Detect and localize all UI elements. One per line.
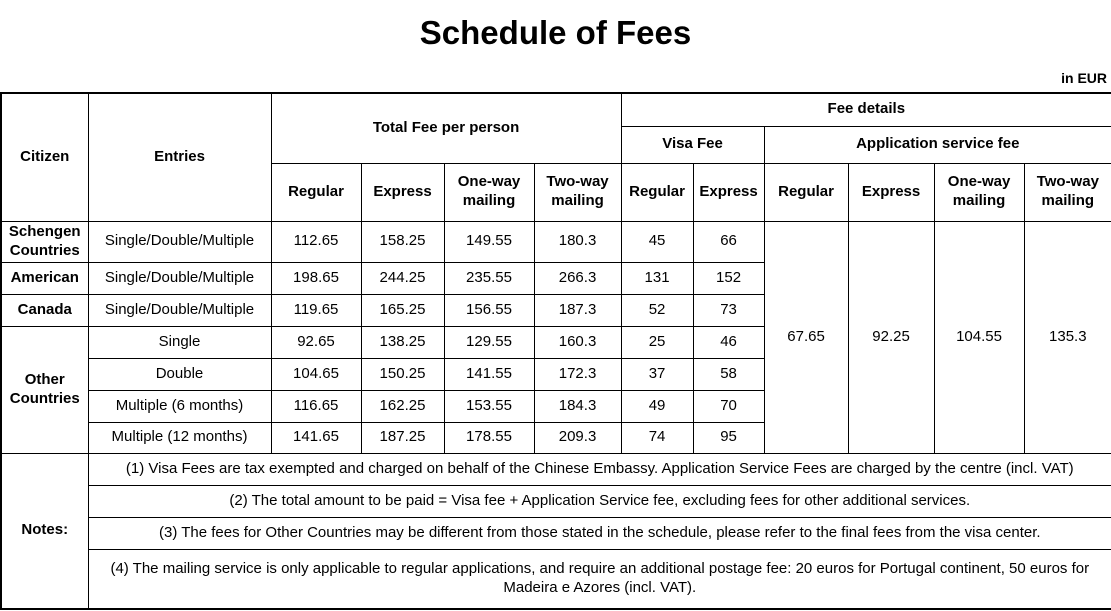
app-service-fee-cell: 104.55 xyxy=(933,220,1025,454)
header-citizen: Citizen xyxy=(0,92,89,222)
fee-cell: 116.65 xyxy=(270,389,362,423)
entries-cell: Double xyxy=(87,357,272,391)
entries-cell: Single/Double/Multiple xyxy=(87,220,272,263)
column-header-total-twoway: Two-way mailing xyxy=(533,162,622,222)
column-header-visa-regular: Regular xyxy=(620,162,694,222)
fee-cell: 150.25 xyxy=(360,357,445,391)
fee-cell: 158.25 xyxy=(360,220,445,263)
fee-cell: 141.55 xyxy=(443,357,535,391)
fee-cell: 92.65 xyxy=(270,325,362,359)
column-header-app-twoway: Two-way mailing xyxy=(1023,162,1111,222)
notes-row: (4) The mailing service is only applicab… xyxy=(1,548,1111,610)
header-app-service-fee: Application service fee xyxy=(763,125,1111,164)
fee-cell: 187.3 xyxy=(533,293,622,327)
header-row-1: Citizen Entries Total Fee per person Fee… xyxy=(0,92,1111,222)
visa-fee-cell: 152 xyxy=(692,261,765,295)
column-header-total-express: Express xyxy=(360,162,445,222)
column-header-visa-express: Express xyxy=(692,162,765,222)
visa-fee-cell: 37 xyxy=(620,357,694,391)
fee-cell: 165.25 xyxy=(360,293,445,327)
fee-cell: 149.55 xyxy=(443,220,535,263)
fee-cell: 119.65 xyxy=(270,293,362,327)
fee-cell: 178.55 xyxy=(443,421,535,454)
fee-cell: 235.55 xyxy=(443,261,535,295)
fee-cell: 141.65 xyxy=(270,421,362,454)
visa-fee-cell: 66 xyxy=(692,220,765,263)
table-row: Multiple (6 months) 116.65 162.25 153.55… xyxy=(1,389,1111,423)
table-row: Canada Single/Double/Multiple 119.65 165… xyxy=(0,293,1111,327)
fee-cell: 112.65 xyxy=(270,220,362,263)
visa-fee-cell: 25 xyxy=(620,325,694,359)
citizen-cell: Schengen Countries xyxy=(0,220,89,263)
header-total-fee: Total Fee per person xyxy=(270,92,622,164)
entries-cell: Single xyxy=(87,325,272,359)
table-row: American Single/Double/Multiple 198.65 2… xyxy=(0,261,1111,295)
visa-fee-cell: 131 xyxy=(620,261,694,295)
column-header-app-express: Express xyxy=(847,162,935,222)
app-service-fee-cell: 92.25 xyxy=(847,220,935,454)
page-title: Schedule of Fees xyxy=(419,14,692,51)
currency-label: in EUR xyxy=(1061,70,1107,86)
header-fee-details: Fee details xyxy=(620,92,1111,127)
fee-cell: 153.55 xyxy=(443,389,535,423)
column-header-app-oneway: One-way mailing xyxy=(933,162,1025,222)
fee-cell: 266.3 xyxy=(533,261,622,295)
fee-cell: 187.25 xyxy=(360,421,445,454)
column-header-app-regular: Regular xyxy=(763,162,849,222)
visa-fee-cell: 95 xyxy=(692,421,765,454)
notes-label: Notes: xyxy=(0,452,89,610)
citizen-cell: American xyxy=(0,261,89,295)
note-item: (4) The mailing service is only applicab… xyxy=(87,548,1111,610)
visa-fee-cell: 45 xyxy=(620,220,694,263)
note-item: (1) Visa Fees are tax exempted and charg… xyxy=(87,452,1111,486)
fee-cell: 184.3 xyxy=(533,389,622,423)
table-row: Other Countries Single 92.65 138.25 129.… xyxy=(0,325,1111,454)
notes-row: (2) The total amount to be paid = Visa f… xyxy=(1,484,1111,518)
citizen-cell: Other Countries xyxy=(0,325,89,454)
visa-fee-cell: 73 xyxy=(692,293,765,327)
entries-cell: Multiple (12 months) xyxy=(87,421,272,454)
notes-row: Notes: (1) Visa Fees are tax exempted an… xyxy=(0,452,1111,610)
column-header-total-oneway: One-way mailing xyxy=(443,162,535,222)
fee-cell: 180.3 xyxy=(533,220,622,263)
app-service-fee-cell: 135.3 xyxy=(1023,220,1111,454)
citizen-cell: Canada xyxy=(0,293,89,327)
fee-cell: 138.25 xyxy=(360,325,445,359)
fee-cell: 156.55 xyxy=(443,293,535,327)
fee-cell: 209.3 xyxy=(533,421,622,454)
app-service-fee-cell: 67.65 xyxy=(763,220,849,454)
entries-cell: Single/Double/Multiple xyxy=(87,293,272,327)
fee-cell: 162.25 xyxy=(360,389,445,423)
entries-cell: Single/Double/Multiple xyxy=(87,261,272,295)
visa-fee-cell: 46 xyxy=(692,325,765,359)
visa-fee-cell: 58 xyxy=(692,357,765,391)
fee-cell: 198.65 xyxy=(270,261,362,295)
fee-cell: 160.3 xyxy=(533,325,622,359)
notes-row: (3) The fees for Other Countries may be … xyxy=(1,516,1111,550)
header-entries: Entries xyxy=(87,92,272,222)
visa-fee-cell: 52 xyxy=(620,293,694,327)
fee-cell: 129.55 xyxy=(443,325,535,359)
fee-cell: 172.3 xyxy=(533,357,622,391)
entries-cell: Multiple (6 months) xyxy=(87,389,272,423)
visa-fee-cell: 74 xyxy=(620,421,694,454)
header-row-3: Regular Express One-way mailing Two-way … xyxy=(1,162,1111,222)
fee-cell: 244.25 xyxy=(360,261,445,295)
visa-fee-cell: 70 xyxy=(692,389,765,423)
note-item: (3) The fees for Other Countries may be … xyxy=(87,516,1111,550)
table-row: Schengen Countries Single/Double/Multipl… xyxy=(0,220,1111,454)
column-header-total-regular: Regular xyxy=(270,162,362,222)
fee-cell: 104.65 xyxy=(270,357,362,391)
header-visa-fee: Visa Fee xyxy=(620,125,765,164)
visa-fee-cell: 49 xyxy=(620,389,694,423)
table-row: Multiple (12 months) 141.65 187.25 178.5… xyxy=(1,421,1111,454)
note-item: (2) The total amount to be paid = Visa f… xyxy=(87,484,1111,518)
fee-schedule-table: Citizen Entries Total Fee per person Fee… xyxy=(0,92,1111,610)
